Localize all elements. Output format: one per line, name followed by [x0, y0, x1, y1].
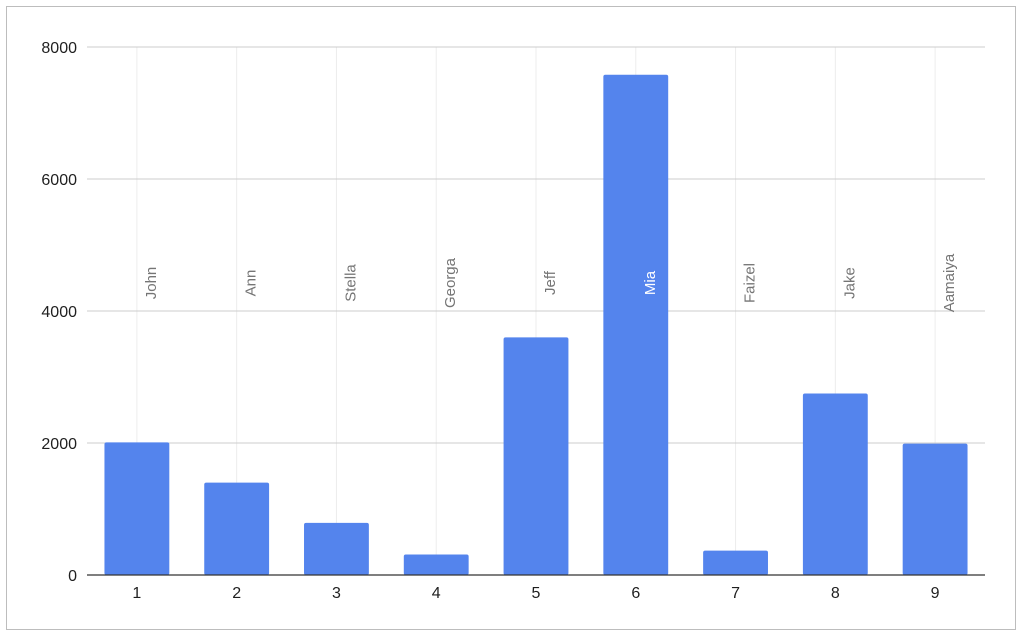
bar: [703, 550, 768, 575]
x-tick-label: 1: [132, 585, 141, 602]
bar: [802, 393, 868, 575]
data-label: John: [143, 267, 160, 300]
x-tick-label: 2: [232, 585, 241, 602]
y-tick-label: 0: [68, 568, 77, 585]
x-tick-label: 9: [931, 585, 940, 602]
bar-chart: 0 2000 4000 6000 8000 1 2 3 4 5 6 7 8 9 John Ann Stella G…: [41, 40, 985, 602]
data-label: Mia: [642, 270, 659, 295]
data-label: Georga: [442, 257, 459, 308]
y-tick-label: 6000: [41, 172, 77, 189]
chart-container[interactable]: 0 2000 4000 6000 8000 1 2 3 4 5 6 7 8 9 John Ann Stella G…: [6, 6, 1016, 630]
x-tick-label: 6: [631, 585, 640, 602]
bar: [304, 522, 369, 575]
y-tick-label: 8000: [41, 40, 77, 57]
data-label: Faizel: [742, 263, 759, 303]
bar: [503, 337, 569, 575]
data-label: Ann: [243, 270, 260, 297]
data-label: Jake: [841, 267, 858, 299]
data-label: Jeff: [542, 270, 559, 295]
x-tick-label: 3: [332, 585, 341, 602]
bar: [403, 554, 469, 575]
x-tick-label: 7: [731, 585, 740, 602]
bar: [902, 443, 968, 575]
x-tick-label: 5: [532, 585, 541, 602]
bar: [603, 74, 669, 575]
y-tick-label: 2000: [41, 436, 77, 453]
y-tick-label: 4000: [41, 304, 77, 321]
bar: [204, 482, 270, 575]
data-label: Aamaiya: [941, 253, 958, 312]
x-tick-label: 8: [831, 585, 840, 602]
bar: [104, 442, 170, 575]
x-tick-label: 4: [432, 585, 441, 602]
data-label: Stella: [342, 264, 359, 302]
